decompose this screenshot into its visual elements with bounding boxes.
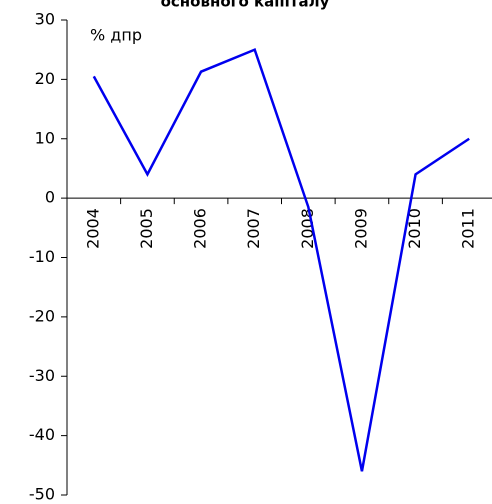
y-tick-label: -40: [29, 425, 55, 444]
y-tick-label: -30: [29, 366, 55, 385]
x-tick-label: 2006: [191, 208, 210, 249]
y-unit-label: % дпр: [90, 26, 142, 45]
x-tick-label: 2010: [405, 208, 424, 249]
chart-title: основного капіталу: [161, 0, 330, 11]
y-tick-label: -10: [29, 247, 55, 266]
x-tick-label: 2009: [351, 208, 370, 249]
y-tick-label: -50: [29, 485, 55, 504]
x-tick-label: 2008: [298, 208, 317, 249]
y-tick-label: 10: [35, 128, 55, 147]
x-tick-label: 2004: [83, 208, 102, 249]
x-tick-label: 2011: [459, 208, 478, 249]
y-tick-label: 0: [45, 188, 55, 207]
x-tick-label: 2005: [137, 208, 156, 249]
x-tick-label: 2007: [244, 208, 263, 249]
y-tick-label: 20: [35, 69, 55, 88]
line-series: [92, 48, 470, 472]
y-tick-label: 30: [35, 10, 55, 29]
y-tick-label: -20: [29, 306, 55, 325]
